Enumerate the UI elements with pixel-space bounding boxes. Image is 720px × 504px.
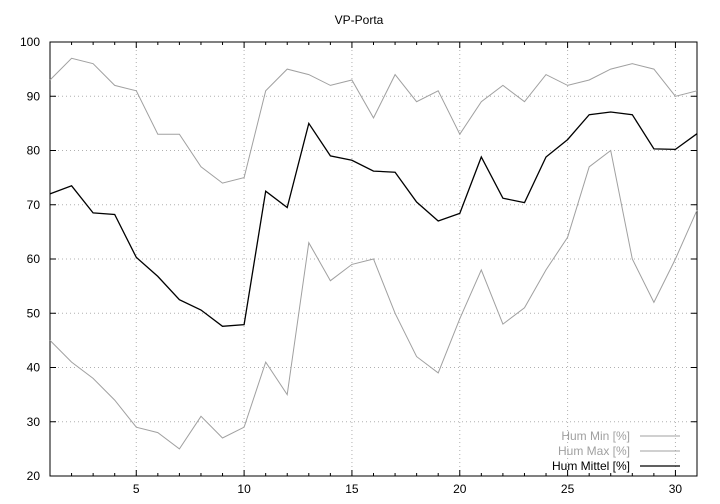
legend: Hum Min [%]Hum Max [%]Hum Mittel [%]: [552, 429, 680, 473]
series-line-hum-max: [49, 57, 698, 184]
y-tick-label: 50: [27, 306, 41, 320]
x-tick-label: 15: [345, 482, 359, 496]
x-tick-label: 30: [669, 482, 683, 496]
legend-label: Hum Max [%]: [558, 444, 630, 458]
y-tick-label: 70: [27, 198, 41, 212]
chart-title: VP-Porta: [335, 13, 384, 27]
y-tick-label: 30: [27, 415, 41, 429]
series-lines: [49, 57, 698, 450]
y-tick-label: 90: [27, 89, 41, 103]
x-tick-label: 5: [133, 482, 140, 496]
x-tick-label: 20: [453, 482, 467, 496]
legend-label: Hum Min [%]: [561, 429, 630, 443]
y-tick-label: 80: [27, 144, 41, 158]
y-tick-label: 40: [27, 361, 41, 375]
series-line-hum-min: [49, 149, 698, 450]
axis-ticks: 20 30 40 50 60 70 80 90 100 5 10 15 20 25 30: [20, 35, 698, 496]
legend-label: Hum Mittel [%]: [552, 459, 630, 473]
y-tick-label: 100: [20, 35, 40, 49]
x-tick-label: 25: [561, 482, 575, 496]
y-tick-label: 60: [27, 252, 41, 266]
x-tick-label: 10: [237, 482, 251, 496]
series-line-hum-mittel: [49, 111, 698, 327]
y-tick-label: 20: [27, 469, 41, 483]
